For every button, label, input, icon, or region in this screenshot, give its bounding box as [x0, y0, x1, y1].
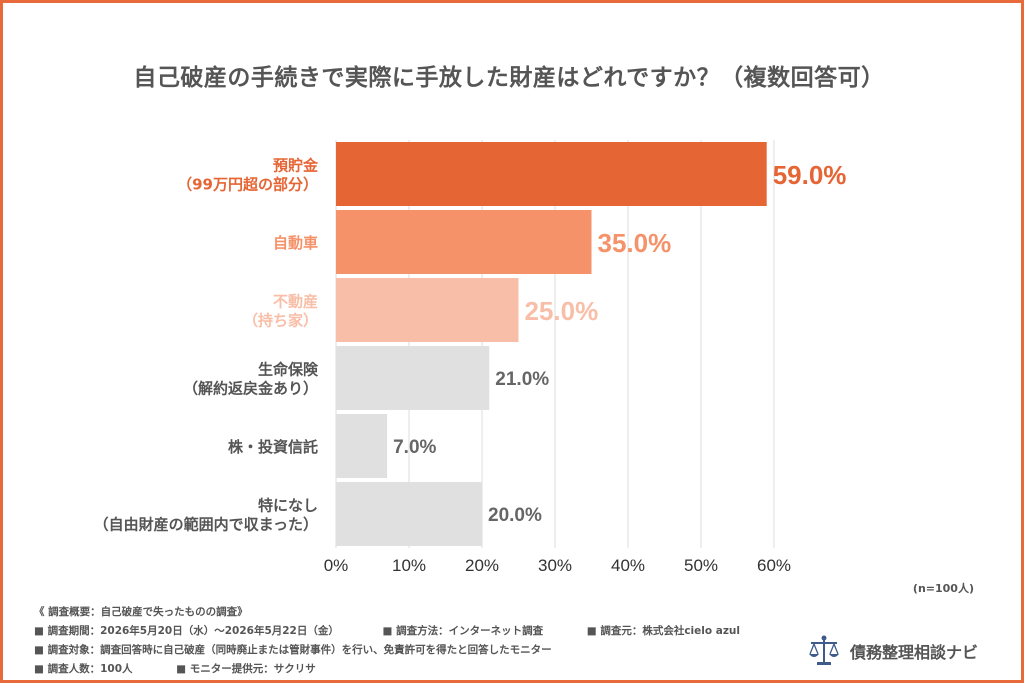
category-label-0: 預貯金（99万円超の部分）: [177, 157, 319, 194]
category-label-3: 生命保険（解約返戻金あり）: [183, 361, 319, 398]
value-label-2: 25.0%: [525, 296, 599, 326]
notes-provider: ■ モニター提供元：サクリサ: [176, 663, 316, 675]
x-tick-label-1: 10%: [392, 556, 426, 575]
x-tick-label-0: 0%: [324, 556, 349, 575]
value-label-5: 20.0%: [488, 505, 542, 526]
category-label-4: 株・投資信託: [228, 438, 318, 456]
notes-row-1: ■ 調査期間：2026年5月20日（水）〜2026年5月22日（金） ■ 調査方…: [34, 622, 780, 641]
notes-method: ■ 調査方法：インターネット調査: [382, 625, 544, 637]
notes-period: ■ 調査期間：2026年5月20日（水）〜2026年5月22日（金）: [34, 625, 339, 637]
x-tick-label-3: 30%: [538, 556, 572, 575]
notes-source: ■ 調査元：株式会社cielo azul: [586, 625, 741, 637]
value-label-3: 21.0%: [495, 369, 549, 390]
survey-notes: 《 調査概要：自己破産で失ったものの調査》 ■ 調査期間：2026年5月20日（…: [34, 603, 780, 679]
value-label-4: 7.0%: [393, 437, 436, 458]
notes-row-3: ■ 調査人数：100人 ■ モニター提供元：サクリサ: [34, 660, 780, 679]
notes-count: ■ 調査人数：100人: [34, 663, 133, 675]
bar-0: [336, 142, 767, 206]
notes-heading: 《 調査概要：自己破産で失ったものの調査》: [34, 606, 248, 618]
scales-of-justice-icon: [809, 635, 839, 665]
brand-name: 債務整理相談ナビ: [850, 643, 979, 662]
value-label-1: 35.0%: [598, 228, 672, 258]
category-label-2: 不動産（持ち家）: [243, 293, 318, 330]
notes-target: ■ 調査対象：調査回答時に自己破産（同時廃止または管財事件）を行い、免責許可を得…: [34, 644, 552, 656]
x-tick-label-4: 40%: [611, 556, 645, 575]
value-label-0: 59.0%: [773, 160, 847, 190]
bar-4: [336, 414, 388, 478]
bar-3: [336, 346, 490, 410]
chart-title: 自己破産の手続きで実際に手放した財産はどれですか？（複数回答可）: [133, 65, 885, 91]
x-tick-label-5: 50%: [684, 556, 718, 575]
x-tick-label-6: 60%: [757, 556, 791, 575]
category-label-1: 自動車: [273, 234, 318, 252]
bar-2: [336, 278, 519, 342]
brand-logo: 債務整理相談ナビ: [806, 633, 978, 669]
category-label-5: 特になし（自由財産の範囲内で収まった）: [94, 497, 318, 534]
bar-1: [336, 210, 592, 274]
sample-size: (n=100人): [912, 582, 974, 595]
bar-5: [336, 482, 482, 546]
x-tick-label-2: 20%: [465, 556, 499, 575]
